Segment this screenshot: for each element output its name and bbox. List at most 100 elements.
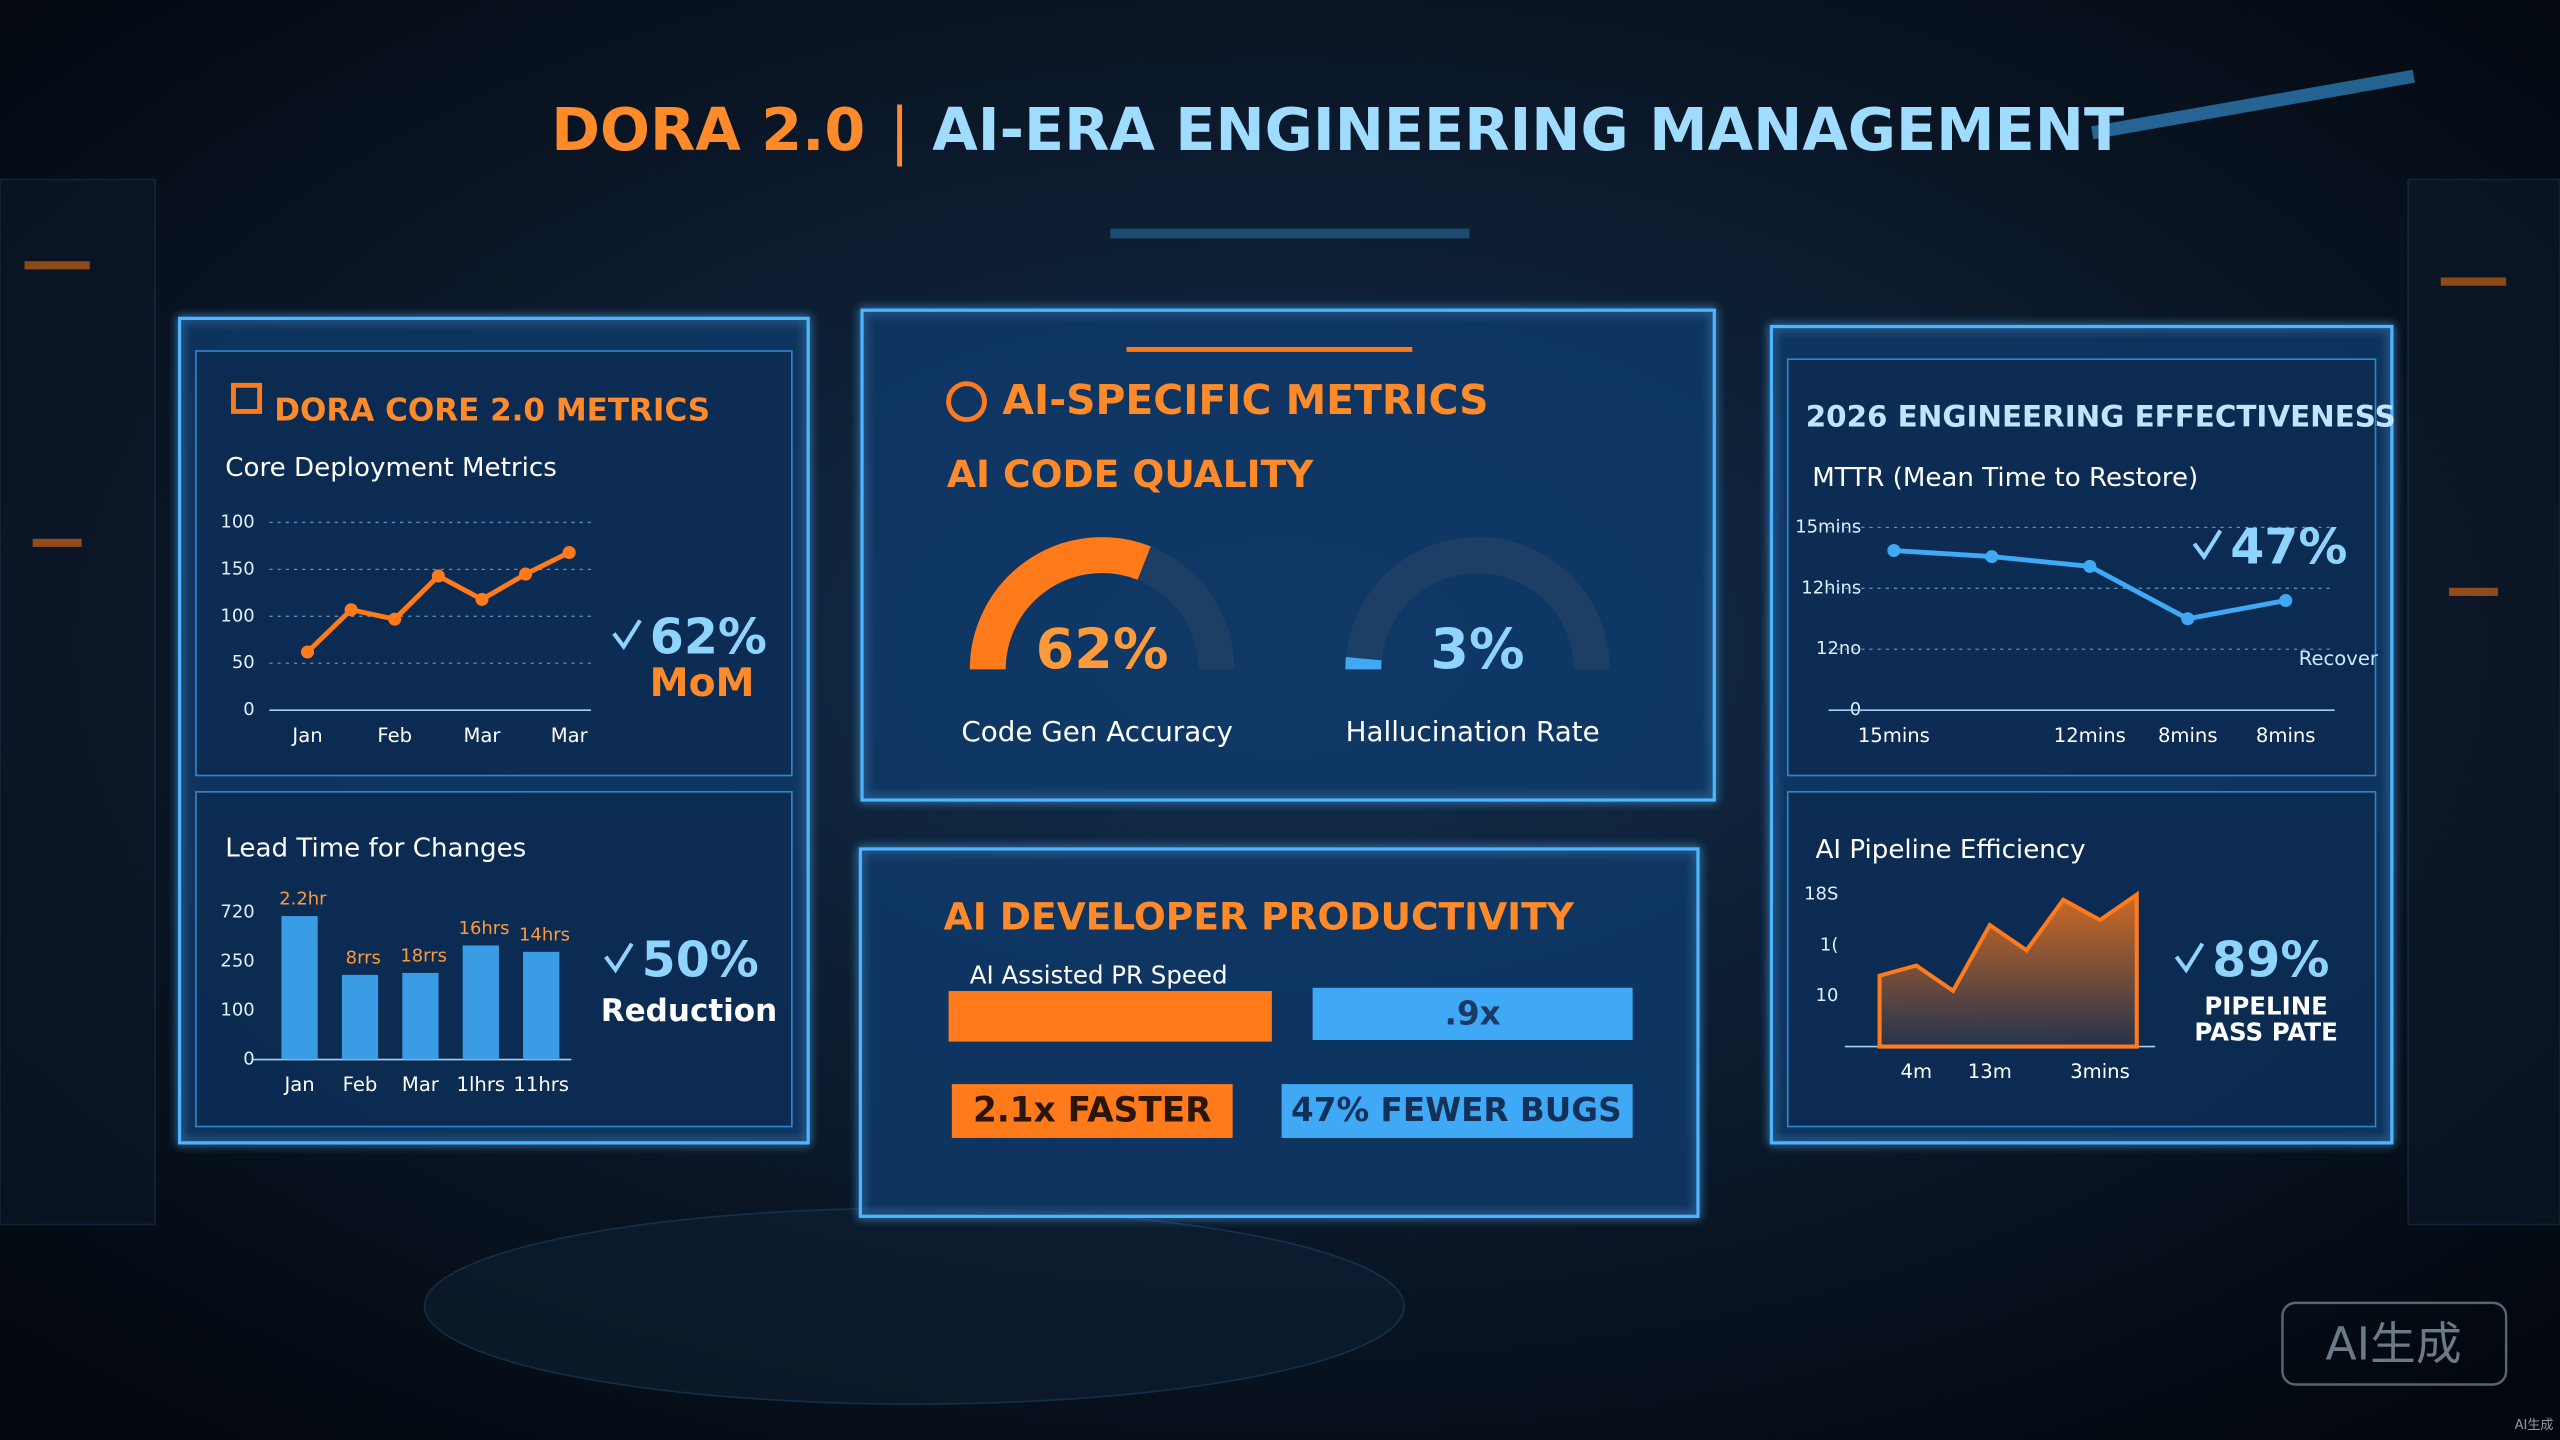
x-tick-label: 8mins bbox=[2256, 724, 2316, 747]
point bbox=[2181, 612, 2195, 626]
stat-note: PASS PATE bbox=[2194, 1017, 2337, 1046]
point bbox=[388, 612, 402, 626]
x-tick-label: 1lhrs bbox=[457, 1073, 506, 1096]
panel-subheading: AI CODE QUALITY bbox=[947, 452, 1314, 496]
x-tick-label: Feb bbox=[343, 1073, 378, 1096]
annotation: Recover bbox=[2299, 647, 2379, 670]
watermark: AI生成 bbox=[2325, 1317, 2461, 1370]
stat-value: 89% bbox=[2212, 932, 2329, 989]
chart-title: Core Deployment Metrics bbox=[225, 453, 557, 483]
point bbox=[1887, 543, 1901, 558]
bar bbox=[281, 916, 318, 1060]
bar-annotation: 18rrs bbox=[400, 946, 447, 967]
x-tick-label: Mar bbox=[464, 724, 502, 747]
x-tick-label: Mar bbox=[551, 724, 589, 747]
chart-title: AI Pipeline Efficiency bbox=[1816, 835, 2086, 865]
point bbox=[2083, 559, 2097, 573]
x-tick-label: 15mins bbox=[1858, 724, 1930, 747]
check-icon bbox=[2174, 942, 2205, 974]
speed-bar bbox=[948, 991, 1272, 1042]
x-tick-label: Mar bbox=[402, 1073, 440, 1096]
chart-title: Lead Time for Changes bbox=[225, 833, 526, 863]
area bbox=[1877, 890, 2139, 1049]
x-tick-label: 8mins bbox=[2158, 724, 2218, 747]
sub-panel bbox=[1786, 358, 2377, 777]
x-tick-label: Feb bbox=[377, 724, 412, 747]
server-racks bbox=[0, 69, 2560, 1405]
speed-bar bbox=[1312, 987, 1633, 1040]
stat-value: 50% bbox=[642, 932, 759, 989]
bar-annotation: 8rrs bbox=[346, 948, 381, 969]
icon bbox=[946, 381, 987, 423]
icon bbox=[231, 382, 263, 414]
point bbox=[519, 567, 533, 581]
bar bbox=[341, 974, 379, 1060]
y-tick-label: 15mins bbox=[1795, 516, 1861, 537]
gauge-value: 62% bbox=[1036, 617, 1169, 682]
y-tick-label: 1( bbox=[1820, 934, 1838, 955]
y-tick-label: 250 bbox=[220, 951, 254, 972]
x-tick-label: Jan bbox=[290, 724, 322, 747]
point bbox=[2279, 593, 2293, 608]
watermark-box bbox=[2281, 1301, 2508, 1386]
bar-text: .9x bbox=[1445, 995, 1501, 1033]
check-icon bbox=[604, 942, 634, 974]
gauge-arc bbox=[1345, 656, 1382, 670]
title-right: AI-ERA ENGINEERING MANAGEMENT bbox=[932, 95, 2124, 164]
point bbox=[344, 603, 358, 617]
y-tick-label: 100 bbox=[220, 605, 254, 626]
badge bbox=[951, 1084, 1233, 1138]
y-tick-label: 100 bbox=[220, 511, 254, 532]
x-tick-label: 4m bbox=[1901, 1060, 1933, 1083]
y-tick-label: 150 bbox=[220, 558, 254, 579]
corner-mark: AI生成 bbox=[2515, 1418, 2554, 1433]
panel bbox=[860, 308, 1716, 802]
point bbox=[475, 592, 489, 606]
point bbox=[1985, 550, 1999, 564]
gauge-value: 3% bbox=[1430, 617, 1524, 682]
badge-text: 2.1x FASTER bbox=[973, 1090, 1212, 1130]
stat-value: 47% bbox=[2230, 519, 2347, 576]
point bbox=[300, 645, 315, 659]
panel-heading: AI DEVELOPER PRODUCTIVITY bbox=[944, 895, 1575, 939]
y-tick-label: 50 bbox=[232, 652, 255, 673]
x-tick-label: Jan bbox=[282, 1073, 314, 1096]
point bbox=[431, 569, 445, 583]
gauge-label: Hallucination Rate bbox=[1346, 715, 1600, 748]
bar-annotation: 2.2hr bbox=[279, 889, 327, 910]
point bbox=[562, 545, 576, 560]
gauge-track bbox=[1345, 537, 1610, 670]
stat-note: PIPELINE bbox=[2204, 991, 2328, 1020]
y-tick-label: 0 bbox=[243, 699, 254, 720]
bar-annotation: 16hrs bbox=[459, 918, 510, 939]
bar-annotation: 14hrs bbox=[519, 925, 570, 946]
x-tick-label: 11hrs bbox=[513, 1073, 569, 1096]
panel-heading: AI-SPECIFIC METRICS bbox=[1002, 376, 1488, 424]
chart-title: MTTR (Mean Time to Restore) bbox=[1812, 463, 2198, 493]
gauge-label: Code Gen Accuracy bbox=[961, 715, 1233, 748]
check-icon bbox=[2192, 529, 2223, 561]
check-icon bbox=[612, 619, 642, 651]
sub-panel bbox=[195, 350, 793, 777]
panel-heading: DORA CORE 2.0 METRICS bbox=[274, 392, 710, 428]
y-tick-label: 100 bbox=[220, 1000, 254, 1021]
bar bbox=[462, 945, 499, 1060]
y-tick-label: 0 bbox=[243, 1049, 254, 1070]
x-tick-label: 13m bbox=[1968, 1060, 2012, 1083]
bar-label: AI Assisted PR Speed bbox=[970, 960, 1228, 989]
stat-note: MoM bbox=[650, 661, 755, 706]
badge bbox=[1281, 1084, 1633, 1138]
bar bbox=[523, 951, 560, 1060]
y-tick-label: 18S bbox=[1804, 884, 1838, 905]
y-tick-label: 10 bbox=[1816, 985, 1839, 1006]
x-tick-label: 12mins bbox=[2054, 724, 2126, 747]
panel-heading: 2026 ENGINEERING EFFECTIVENESS bbox=[1806, 399, 2396, 433]
y-tick-label: 720 bbox=[220, 902, 254, 923]
gauge-arc bbox=[969, 537, 1151, 670]
x-tick-label: 3mins bbox=[2070, 1060, 2130, 1083]
stat-value: 62% bbox=[650, 608, 767, 665]
badge-text: 47% FEWER BUGS bbox=[1291, 1091, 1622, 1129]
bar bbox=[402, 972, 439, 1060]
title-left: DORA 2.0 bbox=[551, 95, 865, 164]
